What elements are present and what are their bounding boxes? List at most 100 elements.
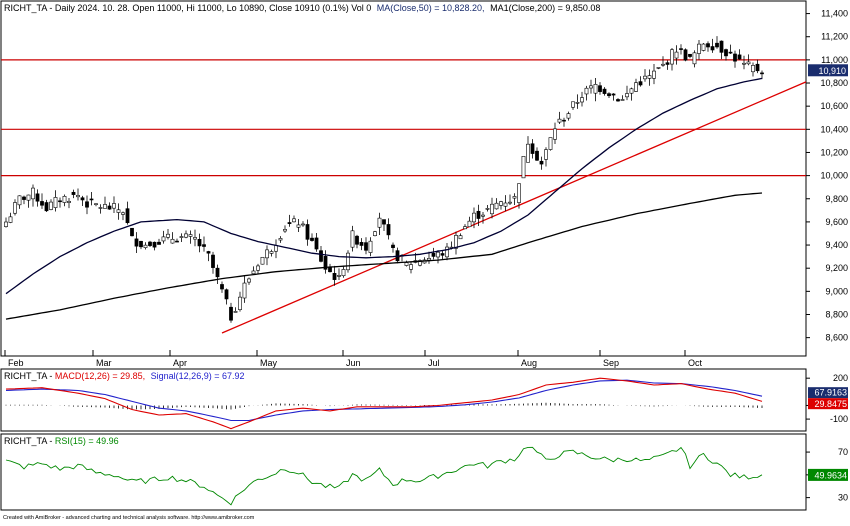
candle-body (625, 93, 629, 98)
ma200-header: MA1(Close,200) = 9,850.08 (490, 3, 600, 13)
candle-body (283, 229, 287, 232)
candle-body (364, 242, 368, 251)
candle-body (517, 183, 521, 203)
ma50-header: MA(Close,50) = 10,828.20, (377, 3, 485, 13)
candle-body (368, 240, 373, 253)
candle-body (418, 260, 422, 266)
candle-body (566, 113, 571, 119)
candle-body (409, 264, 413, 270)
price-tick-label: 11,000 (821, 55, 848, 65)
candle-body (751, 65, 755, 73)
price-tick-label: 10,200 (820, 147, 848, 157)
candle-body (602, 88, 607, 94)
candle-body (404, 262, 409, 266)
candle-body (58, 200, 62, 203)
candle-body (211, 254, 215, 268)
candle-body (305, 224, 310, 240)
macd-header: RICHT_TA - MACD(12,26) = 29.85, Signal(1… (4, 371, 244, 381)
candle-body (647, 75, 652, 79)
candle-body (755, 63, 760, 72)
candle-body (463, 226, 467, 230)
candle-body (22, 196, 26, 200)
signal-line (5, 379, 763, 422)
candle-body (512, 196, 517, 199)
candle-body (98, 207, 103, 209)
candle-body (319, 250, 323, 262)
candle-body (557, 118, 562, 123)
last-price-label: 10,910 (818, 66, 846, 76)
candle-body (535, 150, 539, 161)
candle-body (184, 233, 188, 238)
price-tick-label: 9,000 (825, 286, 848, 296)
month-label: Sep (603, 358, 619, 368)
candle-body (634, 82, 638, 92)
candle-body (13, 202, 17, 214)
candle-body (580, 97, 584, 103)
candle-body (616, 99, 620, 102)
candle-body (287, 222, 292, 224)
candle-body (674, 51, 679, 59)
candle-body (643, 75, 647, 80)
macd-panel (0, 368, 807, 432)
candle-body (440, 253, 445, 256)
candle-body (143, 244, 148, 248)
signal-header-label: Signal(12,26,9) = 67.92 (151, 371, 245, 381)
candle-body (346, 252, 350, 271)
candle-body (467, 220, 472, 228)
month-label: Apr (173, 358, 187, 368)
candle-body (202, 244, 206, 247)
candle-body (242, 282, 247, 299)
candle-body (116, 209, 121, 213)
candle-body (139, 240, 143, 248)
macd-header-label: MACD(12,26) = 29.85, (55, 371, 145, 381)
candle-body (607, 93, 611, 97)
candle-body (71, 191, 76, 195)
candle-body (148, 241, 152, 246)
candle-body (229, 306, 233, 321)
candle-body (728, 51, 733, 54)
candle-body (526, 143, 530, 163)
candle-body (683, 49, 688, 61)
candle-body (598, 85, 602, 92)
candle-body (629, 88, 634, 94)
candle-body (724, 49, 728, 57)
candle-body (575, 102, 580, 104)
macd-header-title: RICHT_TA - (4, 371, 55, 381)
candle-body (197, 238, 202, 247)
rsi-header-title: RICHT_TA - (4, 436, 55, 446)
footer-credit: Created with AmiBroker - advanced charti… (3, 515, 255, 521)
candle-body (112, 203, 116, 209)
candle-body (166, 233, 170, 238)
price-tick-label: 8,600 (825, 333, 848, 343)
candle-body (121, 212, 125, 215)
candle-body (733, 53, 737, 62)
price-header-main: RICHT_TA - Daily 2024. 10. 28. Open 1100… (4, 3, 371, 13)
candle-body (476, 210, 481, 219)
rsi-tick-label: 70 (838, 447, 848, 457)
candle-body (238, 296, 242, 310)
candle-body (247, 278, 251, 283)
candle-body (638, 81, 643, 86)
candle-body (593, 84, 598, 94)
candle-body (188, 234, 193, 237)
candle-body (539, 160, 544, 165)
candle-body (170, 238, 175, 244)
candle-body (665, 62, 670, 65)
price-tick-label: 10,600 (820, 101, 848, 111)
ma50-line (5, 77, 763, 295)
candle-body (458, 235, 463, 240)
candle-body (746, 61, 751, 65)
candle-body (269, 251, 274, 254)
month-label: Aug (521, 358, 537, 368)
rsi-header-label: RSI(15) = 49.96 (55, 436, 119, 446)
candle-body (80, 197, 85, 201)
rsi-panel (0, 433, 807, 511)
candle-body (265, 249, 269, 259)
candle-body (661, 63, 665, 66)
candle-body (107, 205, 112, 210)
month-label: Mar (96, 358, 112, 368)
candle-body (679, 48, 683, 50)
candle-body (571, 101, 575, 108)
